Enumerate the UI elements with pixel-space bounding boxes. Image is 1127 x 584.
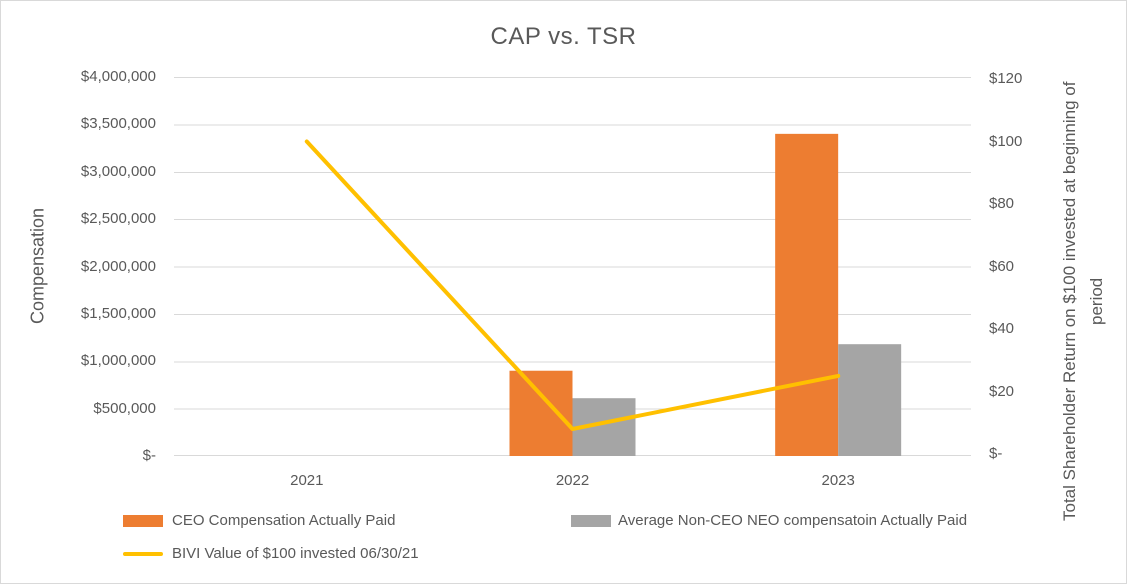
left-axis-tick: $2,500,000	[80, 210, 156, 228]
right-axis-tick: $60	[989, 257, 1015, 275]
right-axis-tick: $80	[989, 195, 1015, 212]
x-axis-label-2023: 2023	[821, 472, 855, 489]
chart-plot-svg	[174, 77, 971, 456]
x-axis-label-2021: 2021	[290, 472, 324, 489]
right-axis-title: Total Shareholder Return on $100 investe…	[1060, 81, 1106, 521]
legend-label-tsr: BIVI Value of $100 invested 06/30/21	[172, 545, 419, 562]
right-axis-tick: $100	[989, 132, 1023, 150]
left-axis-tick: $500,000	[93, 399, 156, 417]
legend-swatch-ceo-bar	[123, 515, 163, 527]
tsr-line	[304, 139, 841, 431]
left-axis-tick: $-	[142, 447, 156, 464]
right-axis-tick: $20	[989, 382, 1015, 400]
right-axis-tick-labels: $120 $100 $80 $60 $40 $20 $-	[989, 71, 1059, 462]
legend-label-neo: Average Non-CEO NEO compensatoin Actuall…	[618, 512, 968, 529]
right-axis-tick: $-	[989, 445, 1003, 462]
left-axis-tick-labels: $4,000,000 $3,500,000 $3,000,000 $2,500,…	[1, 69, 156, 464]
left-axis-tick: $3,000,000	[80, 162, 156, 180]
chart-title: CAP vs. TSR	[490, 23, 637, 50]
x-axis-label-2022: 2022	[555, 472, 590, 489]
legend-swatch-tsr-line	[123, 552, 163, 556]
legend-swatch-neo-bar	[571, 515, 611, 527]
legend-label-ceo: CEO Compensation Actually Paid	[172, 512, 396, 529]
right-axis-tick: $40	[989, 320, 1015, 337]
neo-cap-bar-2023	[838, 344, 902, 456]
ceo-cap-bar-2023	[775, 133, 839, 456]
left-axis-tick: $4,000,000	[80, 68, 156, 85]
left-axis-tick: $1,000,000	[80, 352, 156, 370]
right-axis-tick: $120	[989, 70, 1023, 87]
left-axis-tick: $1,500,000	[80, 304, 156, 322]
left-axis-tick: $3,500,000	[80, 115, 156, 133]
plot-area	[174, 77, 971, 456]
left-axis-tick: $2,000,000	[80, 257, 156, 275]
ceo-cap-bar-2022	[509, 370, 573, 456]
